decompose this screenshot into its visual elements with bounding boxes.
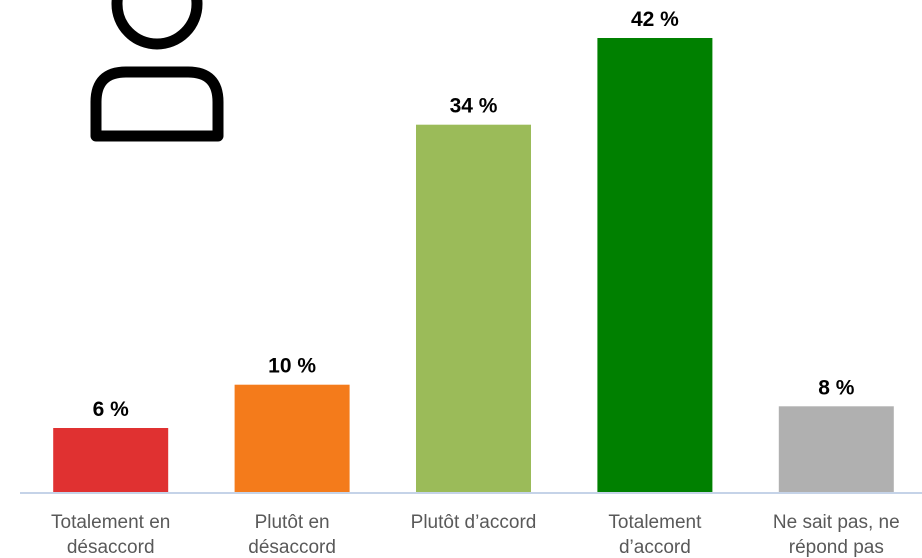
bar-3 bbox=[416, 124, 531, 493]
category-label: Totalement d’accord bbox=[608, 512, 702, 558]
bar-value-label: 34 % bbox=[450, 95, 498, 118]
category-label: Totalement en désaccord bbox=[51, 512, 170, 558]
person-icon bbox=[90, 0, 224, 142]
bars-group bbox=[53, 38, 894, 493]
bar-5 bbox=[778, 406, 894, 493]
category-label: Ne sait pas, ne répond pas bbox=[773, 512, 900, 558]
bar-value-label: 10 % bbox=[268, 355, 316, 378]
value-labels-group: 6 % 10 % 34 % 42 % 8 % bbox=[93, 8, 855, 421]
bar-4 bbox=[597, 38, 713, 493]
category-labels-group: Totalement en désaccord Plutôt en désaccord… bbox=[51, 512, 900, 558]
bar-1 bbox=[53, 428, 169, 493]
category-label: Plutôt d’accord bbox=[411, 512, 537, 533]
bar-value-label: 6 % bbox=[93, 398, 130, 421]
category-label: Plutôt en désaccord bbox=[248, 512, 336, 558]
bar-2 bbox=[234, 384, 350, 493]
bar-value-label: 8 % bbox=[818, 376, 855, 399]
bar-value-label: 42 % bbox=[631, 8, 679, 31]
